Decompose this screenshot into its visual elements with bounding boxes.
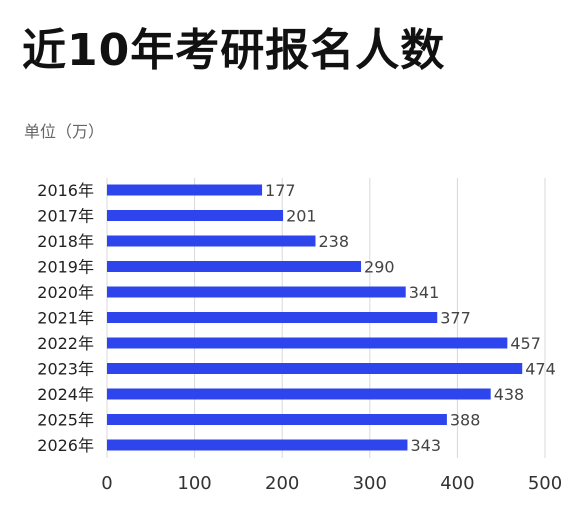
value-label: 438 [494, 385, 525, 404]
x-tick-label: 400 [440, 473, 474, 494]
bar-2025年 [107, 414, 447, 425]
x-tick-label: 0 [101, 473, 112, 494]
value-label: 377 [440, 309, 471, 328]
category-label: 2024年 [37, 385, 94, 404]
category-label: 2020年 [37, 283, 94, 302]
unit-label: 单位（万） [24, 122, 105, 141]
value-label: 388 [450, 411, 481, 430]
bar-2021年 [107, 312, 438, 323]
category-label: 2022年 [37, 334, 94, 353]
value-label: 290 [364, 258, 395, 277]
value-label: 457 [510, 334, 541, 353]
bar-2026年 [107, 439, 408, 451]
chart-title: 近10年考研报名人数 [22, 25, 446, 76]
bar-2020年 [107, 286, 406, 298]
x-tick-label: 100 [177, 473, 211, 494]
x-axis-ticks: 0 100 200 300 400 500 [101, 473, 562, 494]
x-tick-label: 200 [265, 473, 299, 494]
category-label: 2019年 [37, 258, 94, 277]
bar-2016年 [107, 184, 263, 196]
category-label: 2021年 [37, 309, 94, 328]
value-label: 238 [318, 232, 349, 251]
value-label: 474 [525, 360, 556, 379]
value-label: 343 [410, 436, 441, 455]
value-label: 341 [409, 283, 440, 302]
category-label: 2023年 [37, 360, 94, 379]
bar-2017年 [107, 210, 284, 221]
category-label: 2026年 [37, 436, 94, 455]
value-label: 177 [265, 181, 296, 200]
category-label: 2025年 [37, 411, 94, 430]
value-label: 201 [286, 207, 317, 226]
bar-2022年 [107, 337, 508, 349]
x-tick-label: 300 [353, 473, 387, 494]
category-label: 2017年 [37, 207, 94, 226]
bar-2018年 [107, 235, 316, 247]
bar-2024年 [107, 388, 491, 400]
x-tick-label: 500 [528, 473, 562, 494]
category-label: 2018年 [37, 232, 94, 251]
category-labels: 2016年 2017年 2018年 2019年 2020年 2021年 2022年 2023年… [37, 181, 94, 455]
category-label: 2016年 [37, 181, 94, 200]
bar-2023年 [107, 363, 523, 374]
bar-2019年 [107, 261, 362, 272]
bars [107, 184, 523, 451]
